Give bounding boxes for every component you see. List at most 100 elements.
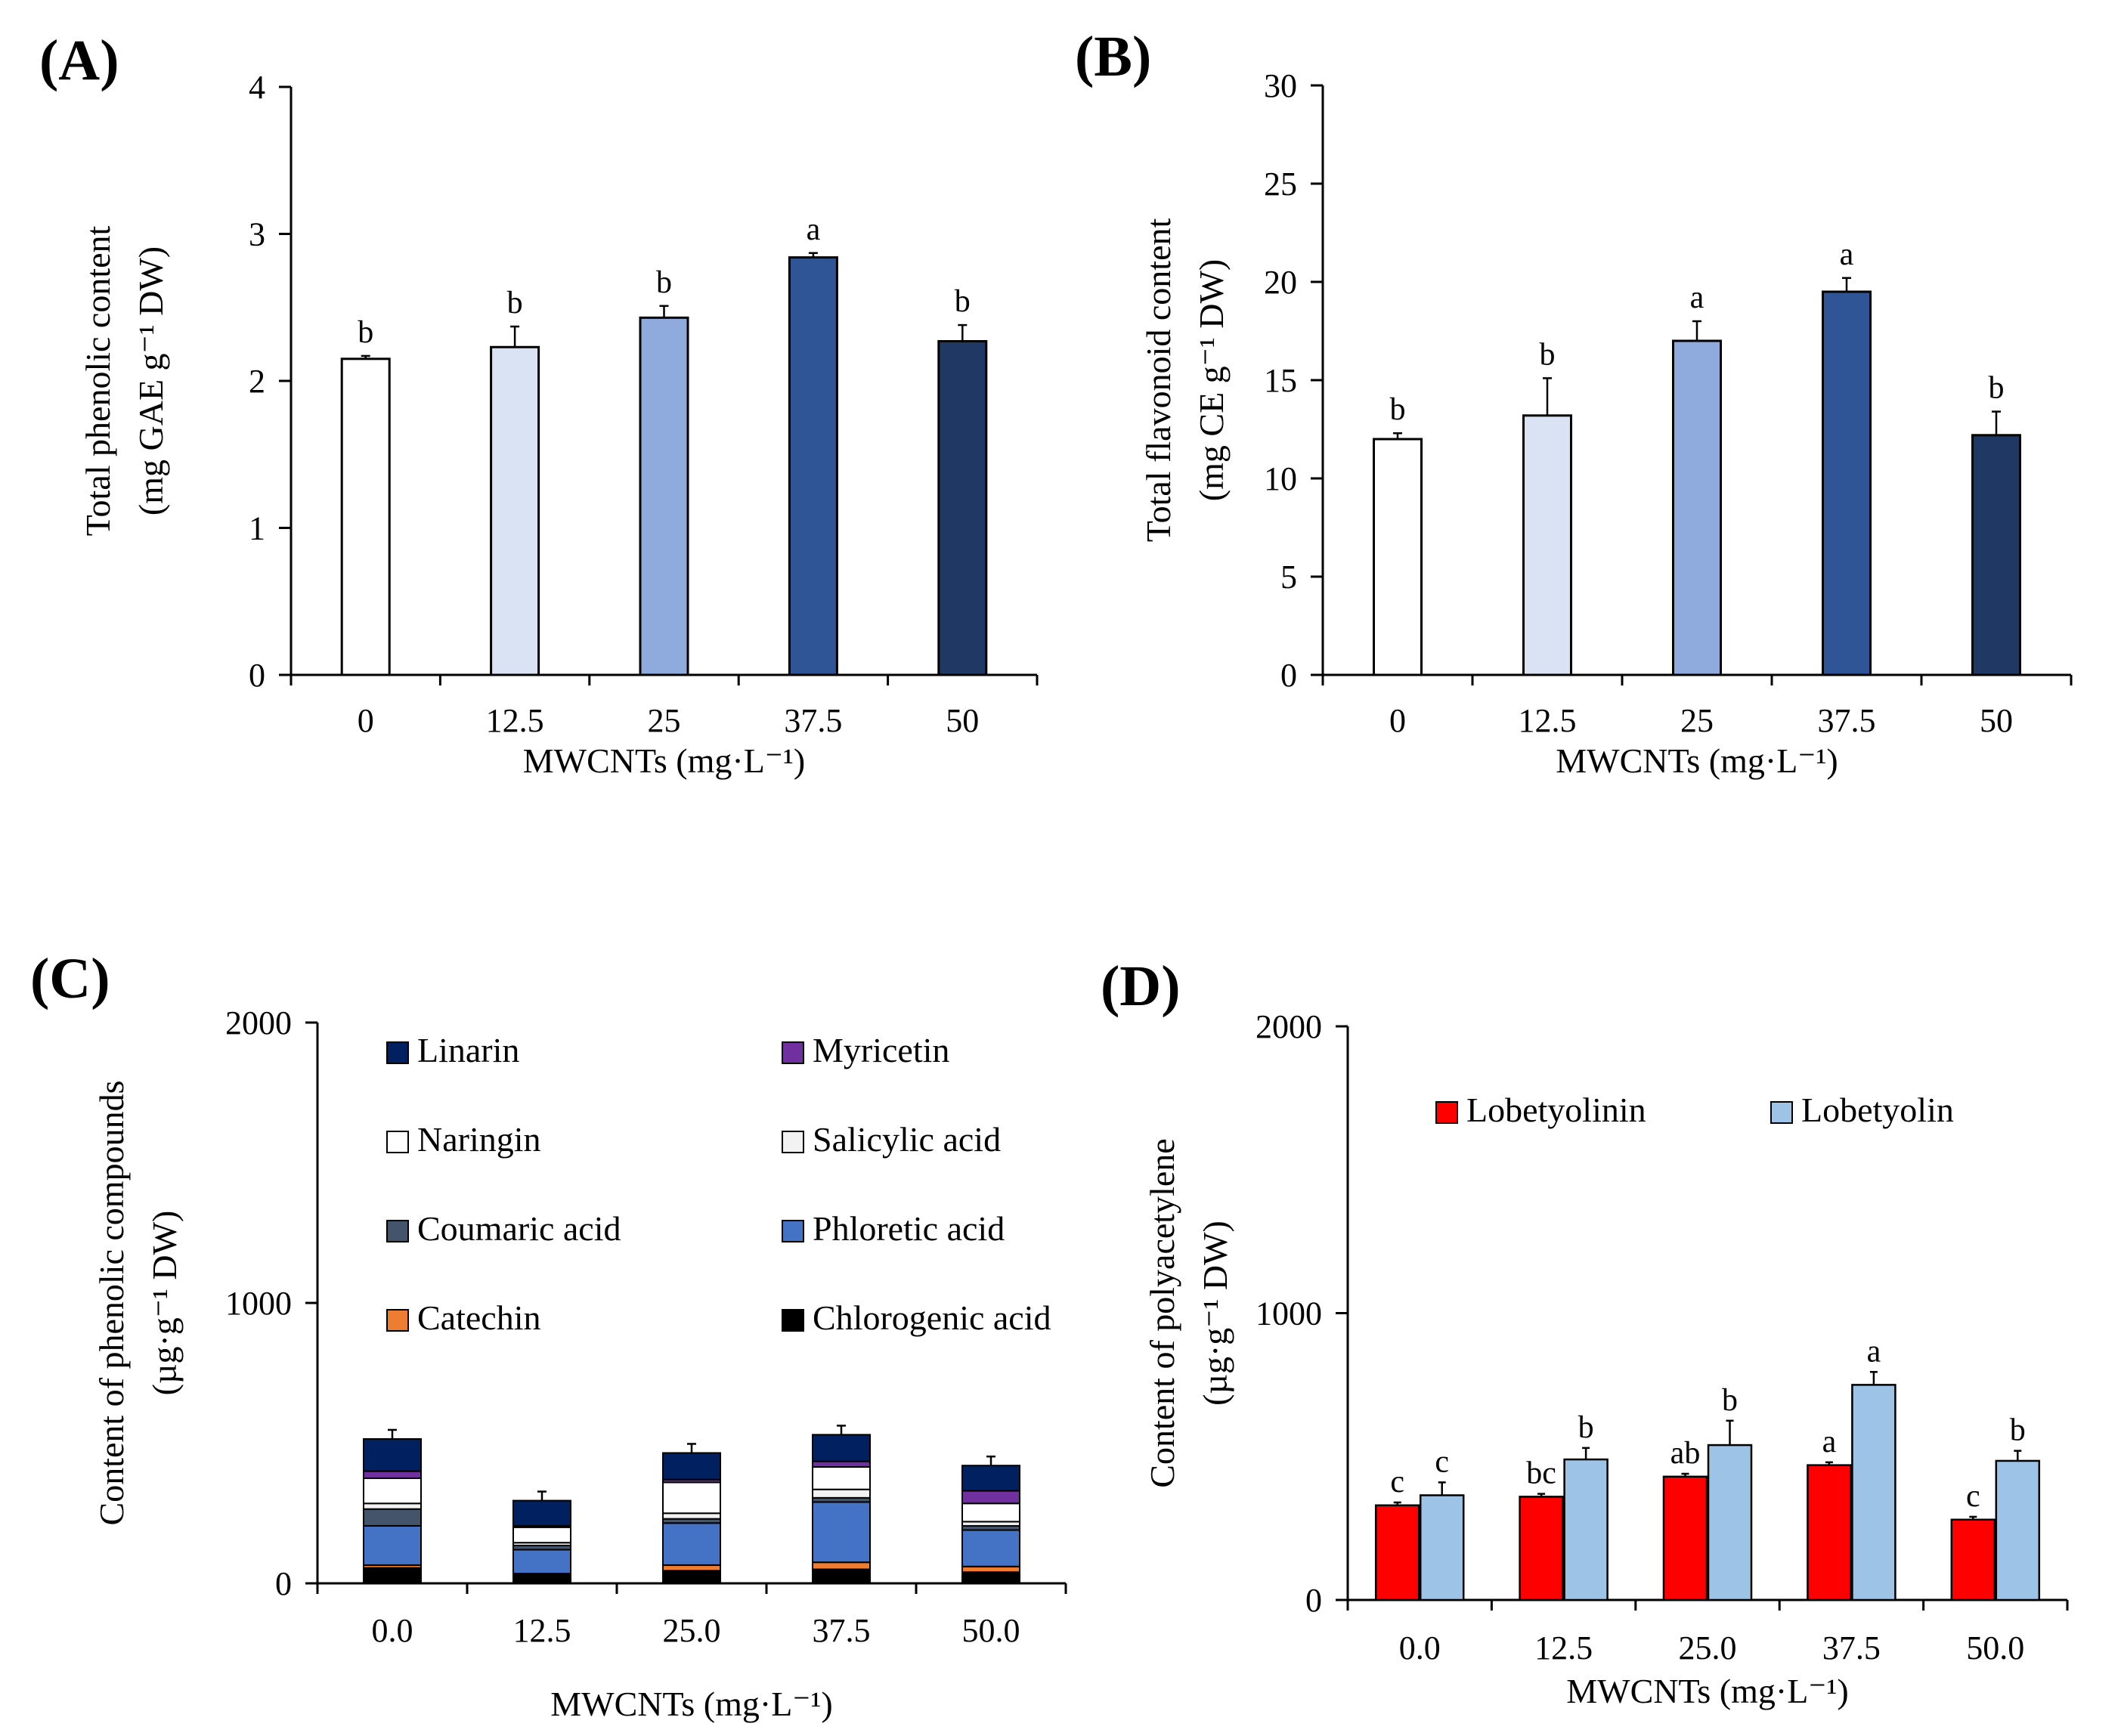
significance-label: b — [1540, 337, 1556, 372]
y-axis-title-line: Content of phenolic compounds — [92, 1081, 131, 1526]
stacked-segment — [363, 1470, 422, 1479]
bar — [639, 316, 689, 676]
stacked-segment — [812, 1466, 871, 1490]
stacked-segment — [662, 1481, 721, 1515]
x-tick-label: 0 — [358, 702, 374, 739]
y-tick-label: 1 — [249, 510, 265, 547]
y-tick-label: 5 — [1280, 559, 1297, 596]
stacked-segment — [363, 1502, 422, 1510]
x-tick-label: 25 — [648, 702, 681, 739]
stacked-segment — [812, 1488, 871, 1499]
legend-swatch — [386, 1131, 409, 1153]
bar — [1672, 339, 1722, 676]
significance-label: b — [1578, 1410, 1594, 1445]
bar — [1822, 290, 1872, 676]
significance-label: a — [1867, 1334, 1881, 1369]
legend-label: Naringin — [417, 1120, 541, 1159]
stacked-segment — [512, 1499, 571, 1527]
y-axis-title-line: (µg·g⁻¹ DW) — [1196, 1221, 1234, 1406]
y-tick-label: 0 — [1305, 1582, 1322, 1619]
bar — [1950, 1518, 1996, 1601]
stacked-segment — [662, 1570, 721, 1584]
x-tick-label: 50 — [946, 702, 979, 739]
y-tick-label: 0 — [275, 1565, 292, 1602]
y-axis-title-line: (mg CE g⁻¹ DW) — [1192, 259, 1231, 501]
stacked-segment — [363, 1477, 422, 1505]
bar — [340, 357, 391, 676]
legend-label: Myricetin — [813, 1031, 949, 1069]
stacked-segment — [812, 1568, 871, 1584]
x-tick-label: 50.0 — [962, 1612, 1020, 1649]
panel-d-chart: (D) 0 1000 2000 0.0 12.5 25.0 37.5 50.0 MWCNTs (… — [1101, 955, 2069, 1710]
legend-label: Phloretic acid — [813, 1209, 1005, 1248]
panel-a-chart: (A) 0 1 2 3 4 0 12.5 25 37.5 50 MWCNTs (mg·L⁻¹) Tot… — [39, 29, 1039, 780]
panel-a-label: (A) — [39, 29, 119, 92]
legend-label: Linarin — [417, 1031, 519, 1069]
stacked-segment — [363, 1508, 422, 1527]
bar — [1522, 414, 1572, 676]
significance-label: a — [1690, 280, 1705, 315]
significance-label: b — [1989, 371, 2005, 406]
y-axis-title-line: Content of polyacetylene — [1143, 1138, 1181, 1487]
stacked-segment — [961, 1565, 1020, 1574]
bar — [1807, 1464, 1852, 1601]
significance-label: b — [656, 265, 672, 300]
x-axis-title: MWCNTs (mg·L⁻¹) — [550, 1685, 832, 1723]
x-tick-label: 50 — [1980, 702, 2013, 739]
significance-label: b — [2010, 1413, 2026, 1448]
bar — [1563, 1458, 1609, 1601]
x-axis-title: MWCNTs (mg·L⁻¹) — [1556, 741, 1838, 780]
significance-label: c — [1966, 1479, 1980, 1514]
legend-label: Lobetyolin — [1801, 1091, 1954, 1129]
x-tick-label: 37.5 — [1822, 1629, 1881, 1666]
x-tick-label: 37.5 — [784, 702, 842, 739]
x-tick-label: 25 — [1680, 702, 1714, 739]
stacked-segment — [363, 1567, 422, 1584]
y-tick-label: 30 — [1264, 67, 1297, 104]
x-tick-label: 0.0 — [372, 1612, 413, 1649]
bar — [490, 345, 540, 676]
x-tick-label: 0.0 — [1399, 1629, 1441, 1666]
legend-swatch — [386, 1041, 409, 1064]
stacked-segment — [812, 1434, 871, 1462]
y-tick-label: 2000 — [225, 1004, 292, 1041]
bar — [1971, 434, 2021, 676]
stacked-segment — [961, 1502, 1020, 1523]
x-tick-label: 25.0 — [1679, 1629, 1737, 1666]
y-axis-title-line: (mg GAE g⁻¹ DW) — [132, 246, 170, 515]
x-axis-title: MWCNTs (mg·L⁻¹) — [523, 741, 805, 780]
y-tick-label: 10 — [1264, 460, 1297, 497]
significance-label: bc — [1526, 1456, 1556, 1491]
legend-swatch — [1770, 1101, 1793, 1124]
bar — [1374, 1504, 1420, 1601]
y-tick-label: 2000 — [1256, 1008, 1322, 1045]
stacked-segment — [961, 1465, 1020, 1492]
bar — [788, 256, 838, 676]
stacked-segment — [512, 1549, 571, 1575]
legend-swatch — [386, 1220, 409, 1242]
x-tick-label: 0 — [1389, 702, 1406, 739]
x-axis-title: MWCNTs (mg·L⁻¹) — [1566, 1672, 1848, 1710]
significance-label: ab — [1670, 1436, 1701, 1471]
significance-label: b — [1390, 392, 1406, 427]
x-tick-label: 37.5 — [813, 1612, 871, 1649]
y-tick-label: 1000 — [225, 1285, 292, 1322]
stacked-segment — [812, 1561, 871, 1570]
panel-b-label: (B) — [1075, 25, 1151, 88]
legend-swatch — [782, 1041, 804, 1064]
x-tick-label: 12.5 — [513, 1612, 571, 1649]
bar — [1419, 1494, 1465, 1601]
panel-c-chart: (C) 0 1000 2000 0.0 12.5 25.0 37.5 50.0 MWCNTs (… — [30, 947, 1067, 1723]
y-tick-label: 1000 — [1256, 1295, 1322, 1332]
significance-label: b — [1722, 1383, 1738, 1418]
stacked-segment — [512, 1574, 571, 1585]
panel-d-label: (D) — [1101, 955, 1181, 1018]
stacked-segment — [812, 1460, 871, 1468]
y-tick-label: 3 — [249, 216, 265, 253]
significance-label: c — [1435, 1444, 1449, 1479]
y-tick-label: 0 — [1280, 657, 1297, 694]
y-tick-label: 0 — [249, 657, 265, 694]
legend-label: Coumaric acid — [417, 1209, 621, 1248]
bar — [937, 339, 988, 676]
